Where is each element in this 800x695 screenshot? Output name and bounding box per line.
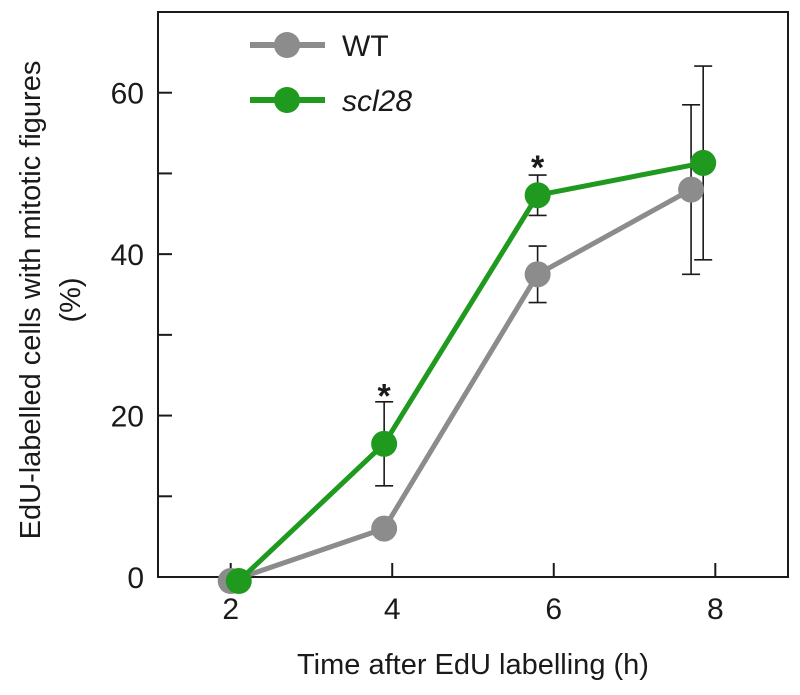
y-axis-label: EdU-labelled cells with mitotic figures xyxy=(15,61,47,540)
x-tick-label-6: 6 xyxy=(545,593,562,626)
point-scl28-1 xyxy=(371,430,398,457)
series-line-wt xyxy=(229,187,693,584)
legend: WT scl28 xyxy=(250,30,412,118)
point-scl28-0 xyxy=(225,568,252,595)
x-tick-label-4: 4 xyxy=(384,593,401,626)
point-wt-1 xyxy=(371,515,398,542)
point-scl28-2 xyxy=(524,182,551,209)
legend-marker-wt xyxy=(274,32,300,58)
x-tick-label-8: 8 xyxy=(707,593,724,626)
plot-frame xyxy=(157,11,789,578)
x-tick-label-2: 2 xyxy=(222,593,239,626)
significance-asterisk-1: * xyxy=(531,149,545,187)
point-wt-3 xyxy=(678,176,705,203)
legend-label-scl28: scl28 xyxy=(342,85,412,118)
y-tick-label-0: 0 xyxy=(127,562,144,595)
y-axis-label-unit: (%) xyxy=(55,277,87,322)
point-scl28-3 xyxy=(690,149,717,176)
legend-marker-scl28 xyxy=(274,87,300,113)
y-tick-label-20: 20 xyxy=(111,401,144,434)
x-axis-label: Time after EdU labelling (h) xyxy=(297,649,649,681)
point-wt-2 xyxy=(524,261,551,288)
series-line-scl28 xyxy=(237,160,704,583)
legend-label-wt: WT xyxy=(342,30,389,63)
significance-asterisk-0: * xyxy=(378,377,392,415)
y-tick-label-40: 40 xyxy=(111,239,144,272)
y-tick-label-60: 60 xyxy=(111,78,144,111)
